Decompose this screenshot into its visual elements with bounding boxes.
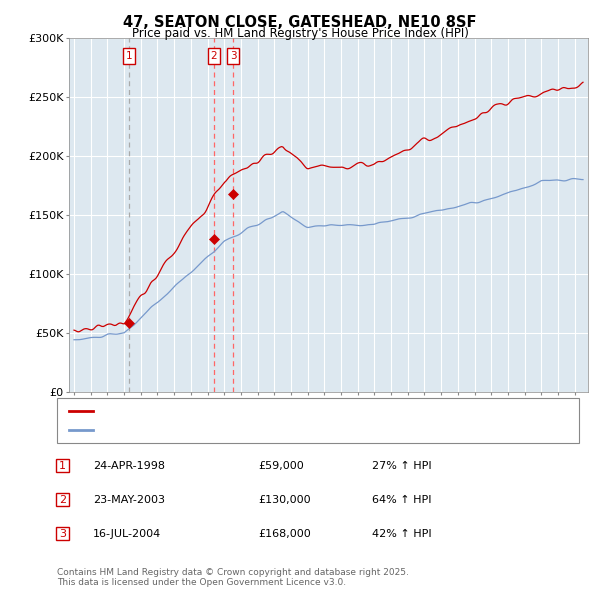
Text: Contains HM Land Registry data © Crown copyright and database right 2025.
This d: Contains HM Land Registry data © Crown c… (57, 568, 409, 587)
Text: 24-APR-1998: 24-APR-1998 (93, 461, 165, 470)
Text: 3: 3 (59, 529, 66, 539)
Text: HPI: Average price, semi-detached house, Gateshead: HPI: Average price, semi-detached house,… (99, 425, 377, 435)
Text: Price paid vs. HM Land Registry's House Price Index (HPI): Price paid vs. HM Land Registry's House … (131, 27, 469, 40)
Text: 47, SEATON CLOSE, GATESHEAD, NE10 8SF: 47, SEATON CLOSE, GATESHEAD, NE10 8SF (123, 15, 477, 30)
Text: £168,000: £168,000 (258, 529, 311, 539)
Text: 2: 2 (211, 51, 217, 61)
Text: 23-MAY-2003: 23-MAY-2003 (93, 495, 165, 504)
Text: £59,000: £59,000 (258, 461, 304, 470)
Text: £130,000: £130,000 (258, 495, 311, 504)
Text: 2: 2 (59, 495, 66, 504)
Text: 27% ↑ HPI: 27% ↑ HPI (372, 461, 431, 470)
Text: 42% ↑ HPI: 42% ↑ HPI (372, 529, 431, 539)
Text: 47, SEATON CLOSE, GATESHEAD, NE10 8SF (semi-detached house): 47, SEATON CLOSE, GATESHEAD, NE10 8SF (s… (99, 406, 448, 415)
Text: 1: 1 (126, 51, 133, 61)
Text: 1: 1 (59, 461, 66, 470)
Text: 16-JUL-2004: 16-JUL-2004 (93, 529, 161, 539)
Text: 64% ↑ HPI: 64% ↑ HPI (372, 495, 431, 504)
Text: 3: 3 (230, 51, 236, 61)
